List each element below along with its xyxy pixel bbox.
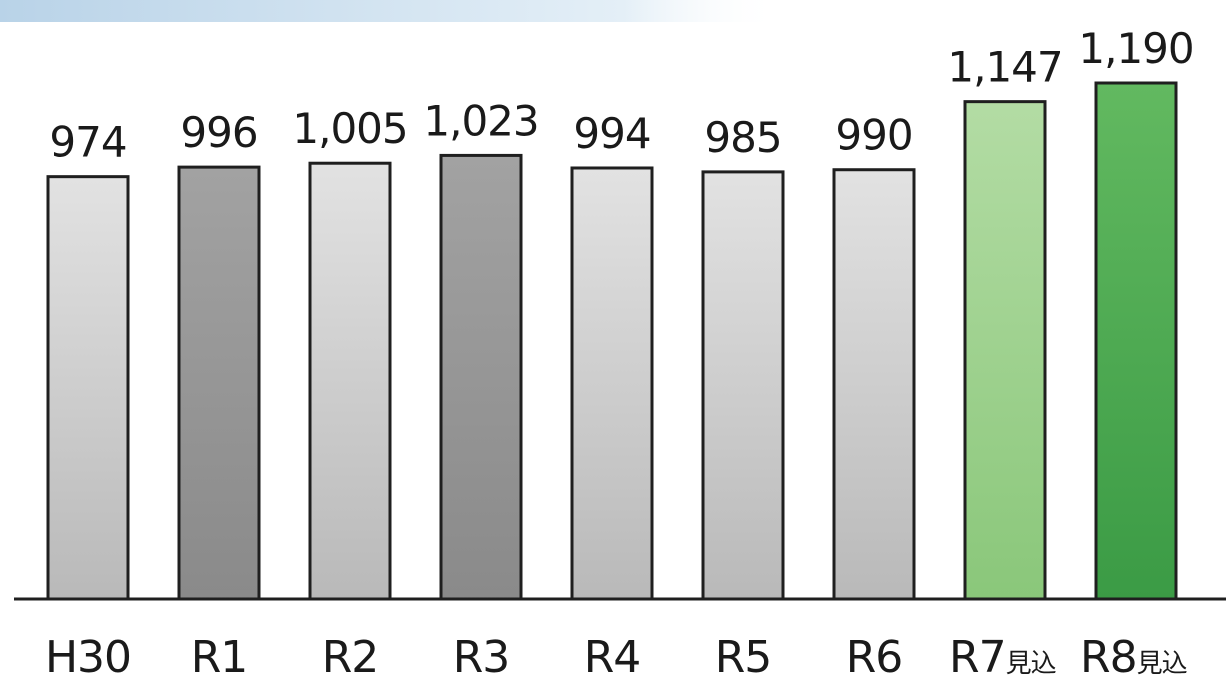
category-name: R6: [846, 632, 903, 681]
bar-r6: [832, 168, 916, 601]
bar-r3: [439, 153, 523, 601]
category-label-r6: R6: [846, 632, 903, 681]
category-label-r4: R4: [584, 632, 641, 681]
category-label-r7: R7見込: [949, 632, 1057, 681]
value-label-r8: 1,190: [1078, 24, 1193, 73]
category-suffix: 見込: [1006, 649, 1057, 679]
category-label-r8: R8見込: [1080, 632, 1188, 681]
bar-r7: [963, 100, 1047, 601]
category-label-r2: R2: [322, 632, 379, 681]
category-name: R3: [453, 632, 510, 681]
value-label-r3: 1,023: [423, 96, 538, 145]
category-name: R5: [715, 632, 772, 681]
category-suffix: 見込: [1137, 649, 1188, 679]
category-name: R8: [1080, 632, 1137, 681]
bar-r4: [570, 166, 654, 601]
category-name: R2: [322, 632, 379, 681]
value-label-r2: 1,005: [292, 104, 407, 153]
bar-h30: [46, 175, 130, 601]
bar-r8: [1094, 81, 1178, 601]
value-label-r4: 994: [573, 109, 650, 158]
bar-r2: [308, 161, 392, 601]
value-label-h30: 974: [49, 118, 126, 167]
bars-group: [46, 81, 1178, 601]
category-labels-group: H30 R1 R2 R3 R4 R5 R6 R7見込 R8見込: [45, 632, 1189, 681]
bar-r1: [177, 165, 261, 601]
category-name: H30: [45, 632, 131, 681]
value-labels-group: 974 996 1,005 1,023 994 985 990 1,147 1,190: [49, 24, 1194, 167]
value-label-r6: 990: [835, 111, 912, 160]
category-label-h30: H30: [45, 632, 131, 681]
value-label-r1: 996: [180, 108, 257, 157]
bar-r5: [701, 170, 785, 601]
value-label-r7: 1,147: [947, 43, 1062, 92]
category-label-r5: R5: [715, 632, 772, 681]
category-label-r3: R3: [453, 632, 510, 681]
header-band-shape: [0, 0, 780, 22]
category-name: R4: [584, 632, 641, 681]
value-label-r5: 985: [704, 113, 781, 162]
category-name: R7: [949, 632, 1006, 681]
category-name: R1: [191, 632, 248, 681]
category-label-r1: R1: [191, 632, 248, 681]
